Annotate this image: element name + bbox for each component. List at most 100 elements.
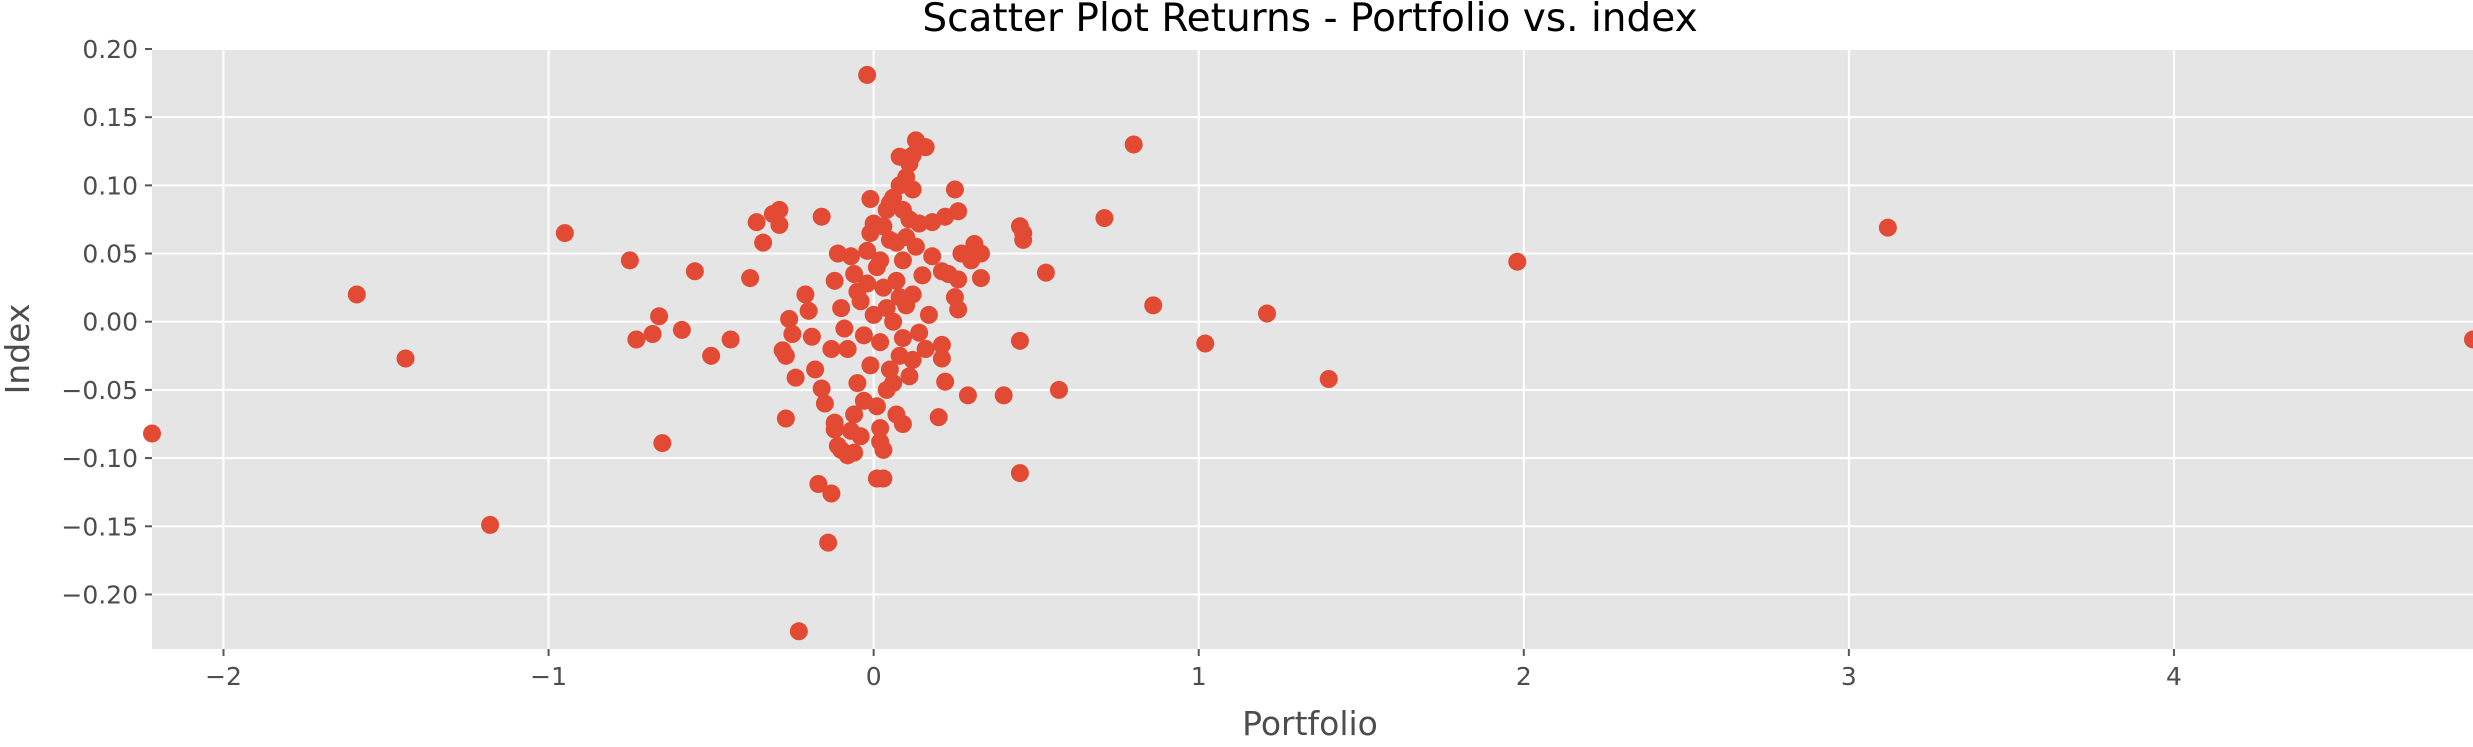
data-point xyxy=(887,271,906,290)
data-point xyxy=(741,269,760,288)
y-tick-label: 0.10 xyxy=(82,171,138,200)
data-point xyxy=(789,622,808,641)
data-point xyxy=(776,346,795,365)
data-point xyxy=(916,340,935,358)
x-axis-label: Portfolio xyxy=(1242,704,1378,743)
data-point xyxy=(880,360,899,379)
data-point xyxy=(867,397,886,416)
data-point xyxy=(936,372,955,391)
y-tick-label: −0.15 xyxy=(61,512,138,541)
data-point xyxy=(2464,330,2473,349)
x-axis-ticks: −2 −1 0 1 2 3 4 xyxy=(205,649,2182,691)
data-point xyxy=(858,241,877,260)
x-tick-label: 2 xyxy=(1516,662,1532,691)
data-point xyxy=(900,367,919,386)
data-point xyxy=(903,350,922,369)
data-point xyxy=(949,202,968,221)
data-point xyxy=(858,274,877,293)
data-point xyxy=(958,386,977,405)
data-point xyxy=(845,405,864,424)
data-point xyxy=(702,346,721,365)
data-point xyxy=(1878,218,1897,237)
data-point xyxy=(1036,263,1055,282)
data-point xyxy=(825,420,844,439)
data-point xyxy=(721,330,740,349)
data-point xyxy=(861,356,880,375)
data-point xyxy=(799,301,818,320)
y-tick-label: −0.20 xyxy=(61,580,138,609)
data-point xyxy=(932,349,951,368)
data-point xyxy=(643,325,662,343)
data-point xyxy=(1319,370,1338,388)
data-point xyxy=(900,210,919,229)
data-point xyxy=(650,307,669,326)
data-point xyxy=(864,214,883,233)
data-point xyxy=(890,176,909,195)
data-point xyxy=(832,299,851,318)
data-point xyxy=(672,320,691,339)
data-point xyxy=(776,409,795,428)
data-point xyxy=(871,251,890,270)
data-point xyxy=(971,244,990,263)
data-point xyxy=(627,330,646,349)
data-point xyxy=(770,200,789,219)
data-point xyxy=(1010,331,1029,350)
data-point xyxy=(819,533,838,552)
y-tick-label: 0.05 xyxy=(82,240,138,269)
data-point xyxy=(685,262,704,281)
data-point xyxy=(653,434,672,453)
data-point xyxy=(906,131,925,150)
data-point xyxy=(877,299,896,318)
data-point xyxy=(822,484,841,503)
data-point xyxy=(481,515,500,534)
data-point xyxy=(858,65,877,84)
data-point xyxy=(893,415,912,433)
data-point xyxy=(845,265,864,283)
data-point xyxy=(825,271,844,290)
data-point xyxy=(874,469,893,488)
data-point xyxy=(861,190,880,208)
data-point xyxy=(780,310,799,328)
data-point xyxy=(802,327,821,346)
data-point xyxy=(620,251,639,270)
data-point xyxy=(555,224,574,243)
data-point xyxy=(1196,334,1215,353)
data-point xyxy=(1144,296,1163,315)
data-point xyxy=(871,333,890,352)
data-point xyxy=(932,262,951,281)
data-point xyxy=(923,247,942,266)
data-point xyxy=(851,427,870,446)
x-tick-label: 4 xyxy=(2166,662,2182,691)
data-point xyxy=(884,312,903,331)
data-point xyxy=(929,408,948,427)
x-tick-label: 1 xyxy=(1191,662,1207,691)
y-tick-label: −0.05 xyxy=(61,376,138,405)
data-point xyxy=(796,285,815,304)
data-point xyxy=(1014,230,1033,249)
data-point xyxy=(949,300,968,319)
data-point xyxy=(809,475,828,493)
data-point xyxy=(913,266,932,285)
y-axis-label: Index xyxy=(0,304,37,395)
y-tick-label: 0.00 xyxy=(82,308,138,337)
data-point xyxy=(828,244,847,263)
data-point xyxy=(900,154,919,173)
data-point xyxy=(812,207,831,226)
data-point xyxy=(1124,135,1143,154)
data-point xyxy=(806,360,825,379)
data-point xyxy=(897,228,916,247)
data-point xyxy=(932,335,951,354)
y-tick-label: 0.15 xyxy=(82,103,138,132)
data-point xyxy=(1010,464,1029,483)
data-point xyxy=(1095,209,1114,228)
data-point xyxy=(783,325,802,343)
data-point xyxy=(786,368,805,387)
data-point xyxy=(919,305,938,324)
x-tick-label: −1 xyxy=(530,662,567,691)
x-tick-label: 0 xyxy=(866,662,882,691)
data-point xyxy=(1257,304,1276,323)
data-point xyxy=(822,340,841,358)
y-tick-label: −0.10 xyxy=(61,444,138,473)
